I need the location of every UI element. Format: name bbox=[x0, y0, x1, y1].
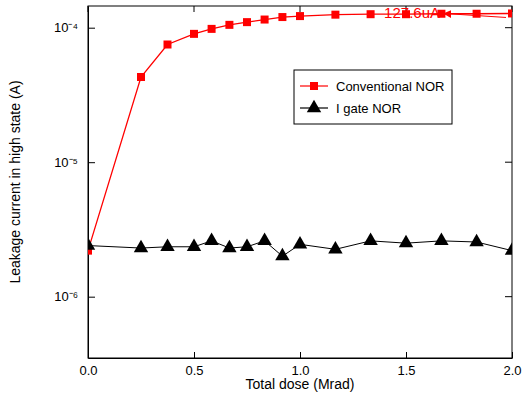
y-axis-line bbox=[88, 7, 89, 359]
y-tick-label: 10⁻⁶ bbox=[54, 289, 78, 304]
data-point bbox=[243, 18, 251, 26]
data-point bbox=[204, 233, 218, 245]
data-point bbox=[257, 233, 271, 245]
y-tick: 10⁻⁴ bbox=[54, 20, 95, 35]
data-point bbox=[473, 10, 481, 18]
x-tick-mark bbox=[512, 352, 513, 358]
plot-frame bbox=[88, 6, 512, 358]
legend-box bbox=[294, 70, 452, 124]
y-tick-label: 10⁻⁴ bbox=[54, 20, 78, 35]
x-tick-mark bbox=[406, 352, 407, 358]
data-point bbox=[225, 21, 233, 29]
annotation: 127.6uA bbox=[384, 4, 440, 21]
series-line bbox=[88, 13, 512, 250]
legend-marker bbox=[310, 82, 318, 90]
chart: 0.0 0.5 1.0 1.5 2.0 10⁻⁶ 10⁻⁵ 10⁻⁴ Total dose (M… bbox=[0, 0, 525, 393]
legend: Conventional NOR I gate NOR bbox=[294, 70, 452, 124]
x-top-tick-mark bbox=[300, 6, 301, 12]
x-tick: 2.0 bbox=[503, 352, 521, 378]
legend-label: Conventional NOR bbox=[336, 79, 444, 94]
y-right-tick-mark bbox=[505, 296, 512, 297]
data-point bbox=[469, 234, 483, 246]
data-point bbox=[208, 25, 216, 33]
x-tick-label: 0.0 bbox=[79, 363, 97, 378]
data-point bbox=[137, 73, 145, 81]
data-point bbox=[88, 237, 95, 249]
x-tick-label: 0.5 bbox=[185, 363, 203, 378]
data-point bbox=[275, 248, 289, 260]
x-tick-label: 1.5 bbox=[397, 363, 415, 378]
y-right-tick-mark bbox=[505, 162, 512, 163]
x-tick-mark bbox=[300, 352, 301, 358]
data-point bbox=[331, 11, 339, 19]
data-point bbox=[328, 241, 342, 253]
data-point bbox=[367, 10, 375, 18]
y-tick: 10⁻⁶ bbox=[54, 289, 95, 304]
y-right-tick-mark bbox=[505, 27, 512, 28]
y-right-ticks bbox=[505, 28, 512, 297]
data-point bbox=[508, 9, 512, 17]
x-tick-label: 2.0 bbox=[503, 363, 521, 378]
data-point bbox=[296, 12, 304, 20]
x-tick: 0.5 bbox=[185, 352, 203, 378]
data-point bbox=[160, 238, 174, 250]
data-point bbox=[134, 240, 148, 252]
x-tick: 1.5 bbox=[397, 352, 415, 378]
x-axis-line bbox=[89, 358, 513, 359]
data-point bbox=[164, 41, 172, 49]
data-point bbox=[399, 235, 413, 247]
x-top-tick-mark bbox=[194, 6, 195, 12]
data-point bbox=[363, 233, 377, 245]
x-tick: 1.0 bbox=[291, 352, 309, 378]
x-top-ticks bbox=[88, 6, 512, 12]
data-point bbox=[293, 236, 307, 248]
data-point bbox=[187, 238, 201, 250]
y-tick-label: 10⁻⁵ bbox=[54, 155, 78, 170]
data-point bbox=[261, 16, 269, 24]
y-tick-mark bbox=[88, 162, 95, 163]
annotation-arrow bbox=[444, 13, 506, 17]
y-tick-mark bbox=[88, 28, 95, 29]
y-tick-mark bbox=[88, 297, 95, 298]
legend-label: I gate NOR bbox=[336, 101, 401, 116]
data-point bbox=[434, 233, 448, 245]
x-axis: 0.0 0.5 1.0 1.5 2.0 bbox=[79, 352, 521, 378]
legend-marker bbox=[307, 100, 321, 112]
y-axis: 10⁻⁶ 10⁻⁵ 10⁻⁴ bbox=[54, 7, 95, 359]
data-point bbox=[278, 13, 286, 21]
data-point bbox=[505, 242, 512, 254]
x-axis-title: Total dose (Mrad) bbox=[246, 376, 355, 392]
data-point bbox=[190, 30, 198, 38]
plot-area bbox=[88, 9, 512, 260]
data-point bbox=[240, 238, 254, 250]
data-point bbox=[222, 240, 236, 252]
x-tick-mark bbox=[194, 352, 195, 358]
y-axis-title: Leakage current in high state (A) bbox=[7, 80, 23, 283]
y-tick: 10⁻⁵ bbox=[54, 155, 95, 170]
